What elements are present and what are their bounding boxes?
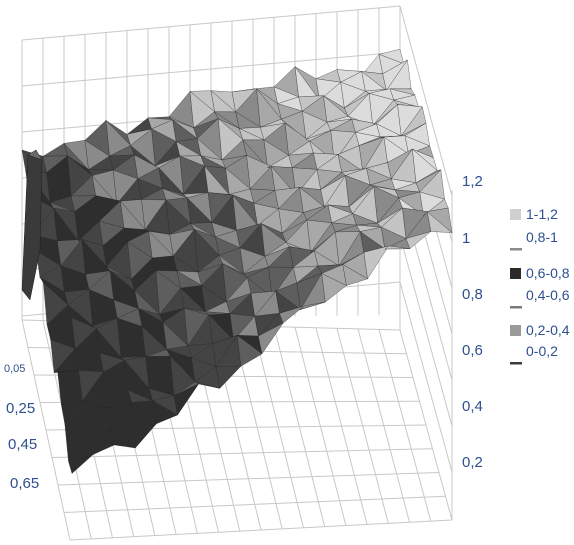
legend-swatch [510, 248, 522, 251]
legend-swatch [510, 268, 521, 279]
z-tick-label: 0,8 [462, 286, 483, 303]
surface-facet [89, 436, 115, 455]
side-grid-line [399, 235, 453, 427]
depth-tick-label: 0,45 [8, 436, 37, 453]
side-grid-line [399, 281, 453, 473]
floor-grid-line [57, 472, 440, 486]
surface-facet [405, 231, 431, 249]
surface-facet [321, 273, 347, 303]
legend-swatch [510, 325, 521, 336]
legend-label: 0,6-0,8 [526, 265, 570, 281]
legend-label: 0,8-1 [526, 229, 558, 245]
floor-grid-line [69, 519, 453, 541]
surface-facet [384, 245, 410, 250]
surface-facet [173, 383, 200, 416]
z-tick-label: 0,4 [462, 398, 483, 415]
z-tick-label: 0,6 [462, 342, 483, 359]
depth-axis-ticks: 0,05 0,25 0,45 0,65 [4, 363, 39, 492]
surface-facet [152, 400, 178, 424]
surface-facet [342, 264, 368, 286]
z-axis-ticks: 0,2 0,4 0,6 0,8 1 1,2 [462, 173, 483, 471]
surface-facet [215, 366, 242, 389]
surface-facet [42, 143, 68, 157]
legend-swatch [510, 362, 522, 365]
legend-swatch [510, 306, 522, 309]
floor-grid-line [63, 495, 446, 513]
surface-mesh [21, 48, 453, 474]
legend-swatch [510, 209, 521, 220]
surface-facet [279, 305, 305, 324]
floor-grid-line [51, 448, 433, 458]
surface-facet [131, 402, 157, 449]
surface-facet [27, 149, 43, 161]
legend-label: 1-1,2 [526, 206, 558, 222]
surface-facet [258, 323, 284, 355]
depth-tick-label: 0,65 [10, 475, 39, 492]
side-grid-line [399, 5, 453, 197]
surface-facet [363, 245, 389, 280]
surface-facet [300, 301, 326, 310]
surface-facet [110, 429, 136, 449]
legend: 1-1,2 0,8-1 0,6-0,8 0,4-0,6 0,2-0,4 0-0,2 [510, 206, 570, 365]
back-grid-line [21, 5, 401, 41]
depth-tick-label: 0,05 [4, 363, 25, 375]
surface-facet [426, 211, 453, 233]
back-grid-line [21, 51, 401, 87]
surface-facet [21, 154, 43, 301]
z-tick-label: 1 [462, 230, 470, 247]
legend-label: 0-0,2 [526, 343, 558, 359]
legend-label: 0,4-0,6 [526, 287, 570, 303]
depth-tick-label: 0,25 [6, 400, 35, 417]
z-tick-label: 0,2 [462, 454, 483, 471]
legend-label: 0,2-0,4 [526, 322, 570, 338]
surface-facet [194, 381, 220, 389]
surface-facet [237, 334, 263, 367]
surface-facet [68, 454, 94, 474]
z-tick-label: 1,2 [462, 173, 483, 190]
